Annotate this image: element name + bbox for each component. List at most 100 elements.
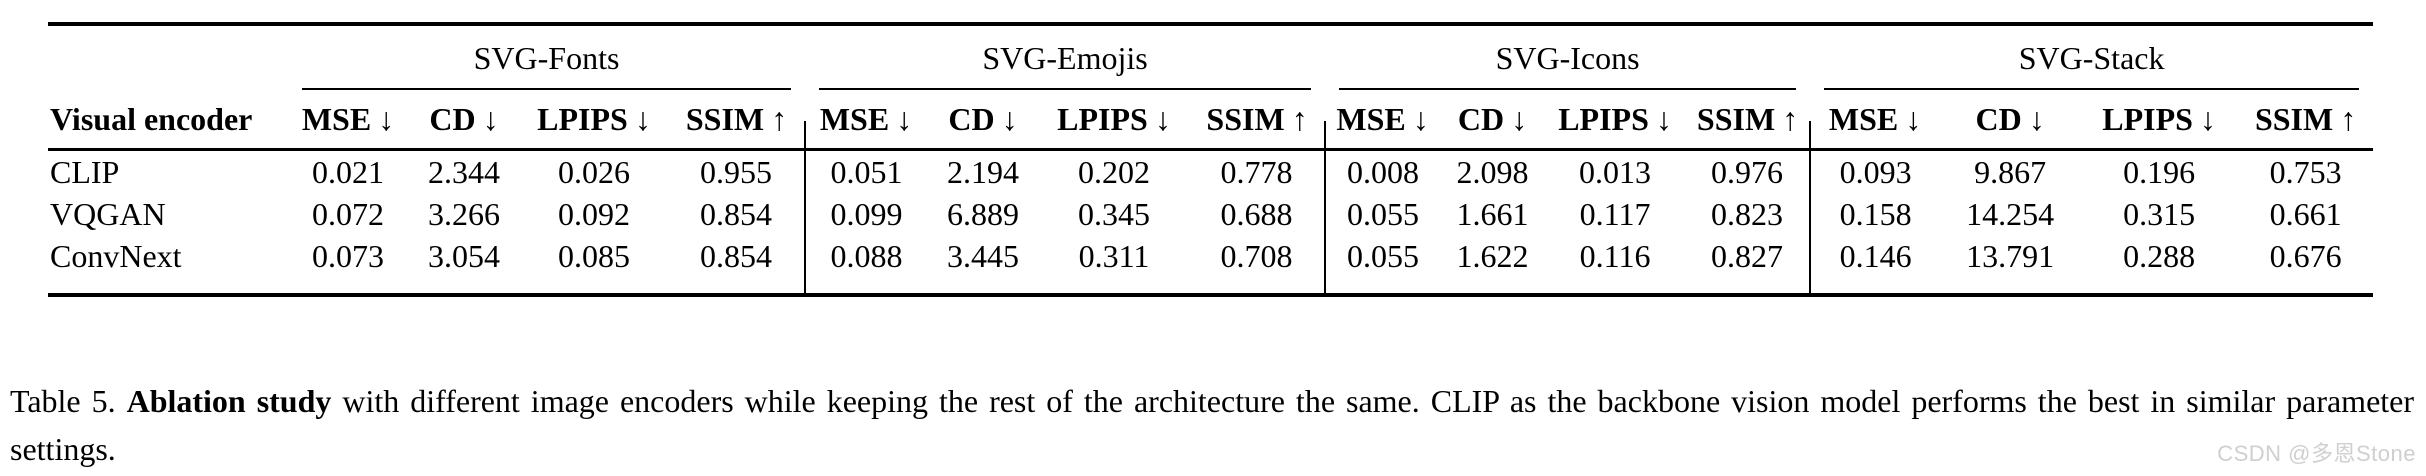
up-arrow-icon: ↑ xyxy=(771,101,788,137)
value-cell: 0.688 xyxy=(1220,196,1293,232)
group-header-row: SVG-Fonts SVG-Emojis SVG-Icons SVG-Stack xyxy=(48,24,2373,90)
value-cell: 0.088 xyxy=(804,235,927,295)
metric-label: MSE xyxy=(1336,101,1406,137)
metric-header-ssim: SSIM ↑ xyxy=(668,90,805,151)
group-header-svg-stack: SVG-Stack xyxy=(1810,24,2373,90)
value-cell: 0.315 xyxy=(2123,196,2196,232)
metric-label: LPIPS xyxy=(1057,101,1148,137)
metric-header-cd: CD ↓ xyxy=(408,90,520,151)
metric-header-cd: CD ↓ xyxy=(1440,90,1546,151)
metric-header-cd: CD ↓ xyxy=(927,90,1039,151)
value-cell: 0.021 xyxy=(312,154,384,190)
down-arrow-icon: ↓ xyxy=(1412,101,1429,137)
value-cell: 2.344 xyxy=(428,154,500,190)
value-cell: 9.867 xyxy=(1974,154,2047,190)
value-cell: 0.008 xyxy=(1324,149,1441,193)
encoder-label: VQGAN xyxy=(50,196,166,232)
table-row-convnext: ConvNext 0.073 3.054 0.085 0.854 0.088 3… xyxy=(48,235,2373,295)
group-header-svg-emojis: SVG-Emojis xyxy=(805,24,1325,90)
value-cell: 6.889 xyxy=(947,196,1019,232)
down-arrow-icon: ↓ xyxy=(1001,101,1018,137)
watermark: CSDN @多恩Stone xyxy=(2217,441,2416,466)
value-cell: 0.051 xyxy=(804,149,927,193)
metric-header-lpips: LPIPS ↓ xyxy=(2080,90,2239,151)
value-cell: 0.676 xyxy=(2269,238,2342,274)
up-arrow-icon: ↑ xyxy=(1291,101,1308,137)
value-cell: 3.445 xyxy=(947,238,1019,274)
caption-emphasis: Ablation study xyxy=(126,383,332,419)
value-cell: 3.266 xyxy=(428,196,500,232)
value-cell: 0.055 xyxy=(1324,193,1441,235)
down-arrow-icon: ↓ xyxy=(1655,101,1672,137)
value-cell: 2.194 xyxy=(947,154,1019,190)
metric-header-ssim: SSIM ↑ xyxy=(2238,90,2374,151)
table-row-vqgan: VQGAN 0.072 3.266 0.092 0.854 0.099 6.88… xyxy=(48,193,2373,235)
value-cell: 0.661 xyxy=(2269,196,2342,232)
metric-label: CD xyxy=(429,101,476,137)
value-cell: 0.116 xyxy=(1579,238,1651,274)
metric-header-mse: MSE ↓ xyxy=(288,90,408,151)
metric-label: LPIPS xyxy=(1558,101,1649,137)
metric-header-lpips: LPIPS ↓ xyxy=(1039,90,1189,151)
metric-label: MSE xyxy=(819,101,890,137)
down-arrow-icon: ↓ xyxy=(378,101,395,137)
metric-header-cd: CD ↓ xyxy=(1940,90,2081,151)
table-caption: Table 5. Ablation study with different i… xyxy=(10,377,2414,473)
down-arrow-icon: ↓ xyxy=(2199,101,2216,137)
value-cell: 0.976 xyxy=(1711,154,1784,190)
metric-header-lpips: LPIPS ↓ xyxy=(1545,90,1686,151)
value-cell: 0.093 xyxy=(1809,149,1941,193)
value-cell: 0.827 xyxy=(1711,238,1784,274)
metric-label: MSE xyxy=(1828,101,1899,137)
metric-header-row: Visual encoder MSE ↓ CD ↓ LPIPS ↓ SSIM ↑ MSE… xyxy=(48,90,2374,151)
value-cell: 0.085 xyxy=(558,238,630,274)
visual-encoder-header: Visual encoder xyxy=(48,90,288,151)
value-cell: 0.146 xyxy=(1809,235,1941,295)
value-cell: 0.158 xyxy=(1809,193,1941,235)
metric-header-mse: MSE ↓ xyxy=(1809,90,1941,151)
value-cell: 0.073 xyxy=(312,238,384,274)
group-header-svg-fonts: SVG-Fonts xyxy=(288,24,805,90)
value-cell: 0.753 xyxy=(2269,154,2342,190)
metric-label: SSIM xyxy=(1696,101,1776,137)
value-cell: 3.054 xyxy=(428,238,500,274)
metric-label: SSIM xyxy=(685,101,765,137)
encoder-label: ConvNext xyxy=(50,238,182,274)
value-cell: 0.196 xyxy=(2123,154,2196,190)
up-arrow-icon: ↑ xyxy=(2340,101,2357,137)
down-arrow-icon: ↓ xyxy=(1154,101,1171,137)
up-arrow-icon: ↑ xyxy=(1782,101,1799,137)
value-cell: 0.708 xyxy=(1220,238,1293,274)
caption-text: with different image encoders while keep… xyxy=(10,383,2415,467)
metric-header-ssim: SSIM ↑ xyxy=(1685,90,1811,151)
metric-label: LPIPS xyxy=(537,101,628,137)
value-cell: 0.026 xyxy=(558,154,630,190)
value-cell: 0.311 xyxy=(1078,238,1150,274)
metric-label: SSIM xyxy=(2254,101,2334,137)
down-arrow-icon: ↓ xyxy=(2028,101,2045,137)
down-arrow-icon: ↓ xyxy=(896,101,913,137)
metric-label: CD xyxy=(1975,101,2022,137)
value-cell: 0.854 xyxy=(700,238,772,274)
down-arrow-icon: ↓ xyxy=(634,101,651,137)
metric-header-ssim: SSIM ↑ xyxy=(1189,90,1326,151)
value-cell: 0.854 xyxy=(700,196,772,232)
metric-header-lpips: LPIPS ↓ xyxy=(520,90,668,151)
corner-blank-cell xyxy=(48,24,288,90)
value-cell: 2.098 xyxy=(1456,154,1529,190)
results-table: SVG-Fonts SVG-Emojis SVG-Icons SVG-Stack… xyxy=(48,22,2374,297)
metric-label: CD xyxy=(1457,101,1505,137)
metric-label: MSE xyxy=(301,101,372,137)
metric-header-mse: MSE ↓ xyxy=(1324,90,1441,151)
down-arrow-icon: ↓ xyxy=(1905,101,1922,137)
value-cell: 13.791 xyxy=(1966,238,2055,274)
encoder-label: CLIP xyxy=(50,154,120,190)
value-cell: 0.117 xyxy=(1579,196,1651,232)
value-cell: 0.955 xyxy=(700,154,772,190)
down-arrow-icon: ↓ xyxy=(1511,101,1528,137)
metric-label: CD xyxy=(948,101,995,137)
metric-header-mse: MSE ↓ xyxy=(804,90,927,151)
value-cell: 0.823 xyxy=(1711,196,1784,232)
value-cell: 14.254 xyxy=(1966,196,2055,232)
